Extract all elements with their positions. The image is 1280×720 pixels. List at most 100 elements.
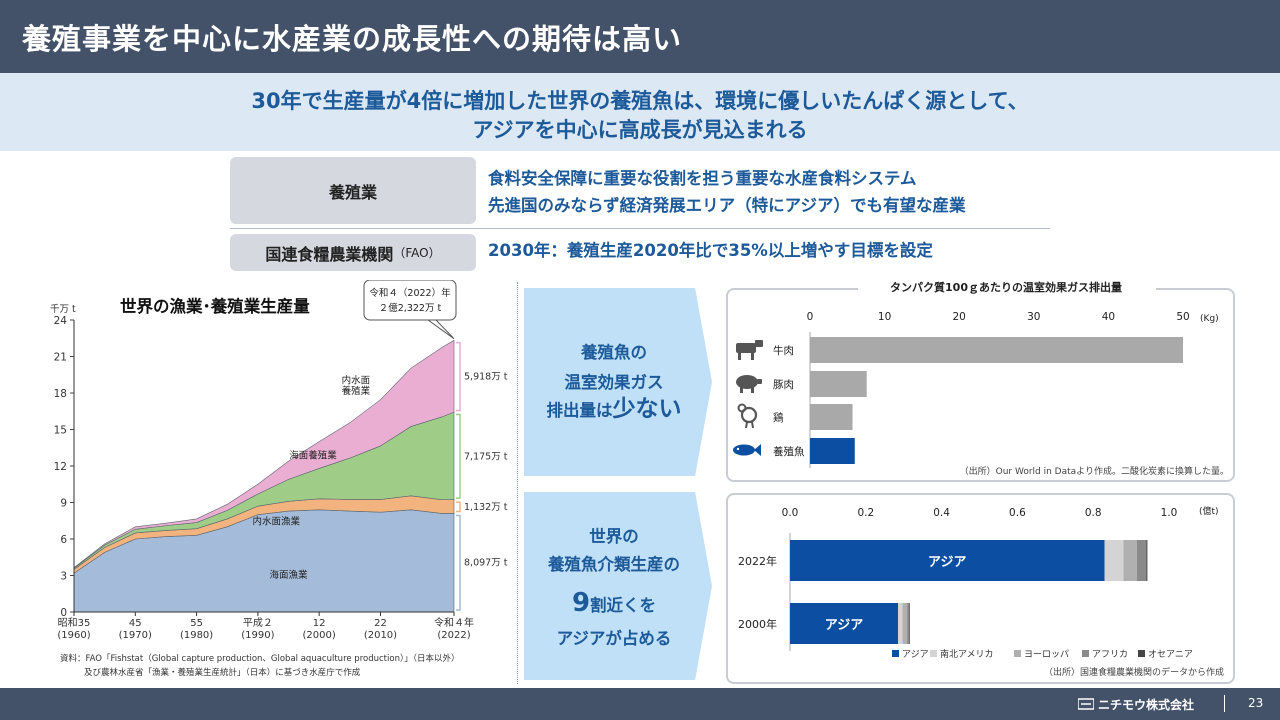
page-title: 養殖事業を中心に水産業の成長性への期待は高い <box>22 22 683 56</box>
asia-x-tick-label: 0.2 <box>857 507 874 519</box>
y-tick-label: 3 <box>60 571 67 583</box>
ghg-category-label: 牛肉 <box>773 344 794 357</box>
greenhouse-line-2: 温室効果ガス <box>564 373 664 392</box>
area-series-label: 内水面 <box>342 374 371 386</box>
area-chart-title: 世界の漁業･養殖業生産量 <box>120 296 310 316</box>
composition-bracket <box>456 413 461 499</box>
asia-bar-segment <box>1146 540 1148 581</box>
vertical-dotted-divider <box>517 282 518 684</box>
asia-chart-box <box>726 493 1235 684</box>
ghg-category-label: 鶏 <box>773 411 784 424</box>
aquaculture-label: 養殖業 <box>328 182 377 202</box>
footer-bar: ニチモウ株式会社 23 <box>0 688 1280 720</box>
area-series-label: 内水面漁業 <box>253 515 301 527</box>
asia-legend-label: アフリカ <box>1092 649 1128 660</box>
chicken-icon <box>737 403 758 429</box>
greenhouse-emphasis: 少ない <box>612 396 682 422</box>
y-tick-label: 9 <box>60 498 67 510</box>
asia-legend-swatch <box>1082 650 1089 657</box>
x-tick-year-label: (1960) <box>57 630 90 641</box>
ghg-bar <box>810 438 855 464</box>
subtitle-band: 30年で生産量が4倍に増加した世界の養殖魚は、環境に優しいたんぱく源として、 ア… <box>0 73 1280 151</box>
ghg-bar-chart: タンパク質100ｇあたりの温室効果ガス排出量 0 10 20 30 40 50 (Kg) 牛肉豚… <box>733 278 1229 477</box>
asia-legend-swatch <box>930 650 937 657</box>
fao-label: 国連食糧農業機関 <box>265 244 394 264</box>
asia-source-note: （出所）国連食糧農業機関のデータから作成 <box>1044 666 1224 678</box>
asia-x-tick-label: 0.4 <box>933 507 950 519</box>
composition-bracket <box>456 501 461 513</box>
callout-box <box>363 280 457 321</box>
asia-share-number: 9 <box>571 588 591 618</box>
asia-bar-segment <box>909 603 910 644</box>
composition-label: 7,175万 t <box>464 451 508 462</box>
company-logo-icon <box>1078 698 1094 710</box>
area-chart-y-unit: 千万 t <box>50 304 76 315</box>
aquaculture-description: 食料安全保障に重要な役割を担う重要な水産食料システム 先進国のみならず経済発展エ… <box>488 165 966 219</box>
area-chart-source-2: 及び農林水産省「漁業・養殖業生産統計」（日本）に基づき水産庁で作成 <box>84 667 361 678</box>
asia-bar-label: アジア <box>825 618 863 633</box>
row-divider <box>230 228 1050 229</box>
asia-bar-label: アジア <box>928 555 966 570</box>
asia-x-tick-label: 1.0 <box>1161 507 1178 519</box>
fish-icon <box>733 444 761 456</box>
x-tick-era-label: 55 <box>190 618 203 629</box>
composition-bracket <box>456 341 461 412</box>
asia-bar-segment <box>1136 540 1147 581</box>
asia-line-2: 養殖魚介類生産の <box>548 555 680 574</box>
x-tick-era-label: 昭和35 <box>58 617 91 629</box>
x-tick-year-label: (2010) <box>364 630 397 641</box>
asia-bar-segment <box>790 540 1105 581</box>
ghg-unit-label: (Kg) <box>1200 314 1219 324</box>
x-tick-era-label: 22 <box>374 618 387 629</box>
fao-label-suffix: （FAO） <box>393 246 441 260</box>
asia-stacked-bar-chart: 0.0 0.2 0.4 0.6 0.8 1.0 (億t)アジア2022年アジア2000年アジ… <box>738 505 1224 678</box>
ghg-x-tick-label: 30 <box>1027 311 1040 323</box>
area-series-label: 海面漁業 <box>270 569 309 581</box>
area-series-内水面養殖業 <box>73 339 455 569</box>
asia-unit-label: (億t) <box>1199 505 1219 517</box>
ghg-x-tick-label: 40 <box>1102 311 1115 323</box>
ghg-title-bg <box>858 278 1156 296</box>
ghg-x-tick-label: 50 <box>1176 311 1189 323</box>
title-bar: 養殖事業を中心に水産業の成長性への期待は高い <box>0 0 1280 73</box>
x-tick-year-label: (1970) <box>119 630 152 641</box>
asia-category-label: 2000年 <box>738 617 777 631</box>
asia-bar-segment <box>1104 540 1124 581</box>
ghg-bar <box>810 337 1183 363</box>
fao-label-box: 国連食糧農業機関 （FAO） <box>230 234 476 271</box>
subtitle-line-1: 30年で生産量が4倍に増加した世界の養殖魚は、環境に優しいたんぱく源として、 <box>251 89 1029 113</box>
asia-line-1: 世界の <box>589 527 639 546</box>
y-tick-label: 6 <box>60 534 67 546</box>
composition-label: 8,097万 t <box>464 558 508 569</box>
asia-line-3: 割近くを <box>590 596 657 615</box>
x-tick-era-label: 令和４年 <box>434 616 474 629</box>
asia-legend-label: アジア <box>902 650 929 660</box>
x-tick-era-label: 45 <box>129 618 142 629</box>
area-series-label: 養殖業 <box>342 385 371 397</box>
fao-description: 2030年：養殖生産2020年比で35%以上増やす目標を設定 <box>488 241 933 260</box>
x-tick-year-label: (1990) <box>241 630 274 641</box>
asia-line-4: アジアが占める <box>556 629 672 648</box>
asia-bar-segment <box>898 603 903 644</box>
y-tick-label: 18 <box>54 388 67 400</box>
asia-x-tick-label: 0.8 <box>1085 507 1102 519</box>
x-tick-year-label: (1980) <box>180 630 213 641</box>
x-tick-era-label: 12 <box>313 618 326 629</box>
asia-x-tick-label: 0.0 <box>782 507 799 519</box>
aquaculture-line-2: 先進国のみならず経済発展エリア（特にアジア）でも有望な産業 <box>488 196 966 215</box>
aquaculture-line-1: 食料安全保障に重要な役割を担う重要な水産食料システム <box>488 169 917 188</box>
composition-label: 1,132万 t <box>464 502 508 513</box>
asia-category-label: 2022年 <box>738 554 777 568</box>
asia-legend-swatch <box>892 650 899 657</box>
company-name: ニチモウ株式会社 <box>1098 698 1195 712</box>
callout-line-2: ２億2,322万 t <box>379 302 442 314</box>
production-area-chart: 世界の漁業･養殖業生産量 千万 t 0 3 6 9 12 15 18 21 24 昭和35(1960)… <box>50 280 508 678</box>
ghg-bar <box>810 371 867 397</box>
area-series-label: 海面養殖業 <box>289 450 337 462</box>
y-tick-label: 15 <box>54 425 67 437</box>
footer-divider <box>1224 695 1225 712</box>
asia-share-callout-panel: 世界の 養殖魚介類生産の 9割近くを アジアが占める <box>524 492 712 680</box>
ghg-x-tick-label: 20 <box>953 311 966 323</box>
y-tick-label: 21 <box>54 352 67 364</box>
asia-legend-swatch <box>1014 650 1021 657</box>
